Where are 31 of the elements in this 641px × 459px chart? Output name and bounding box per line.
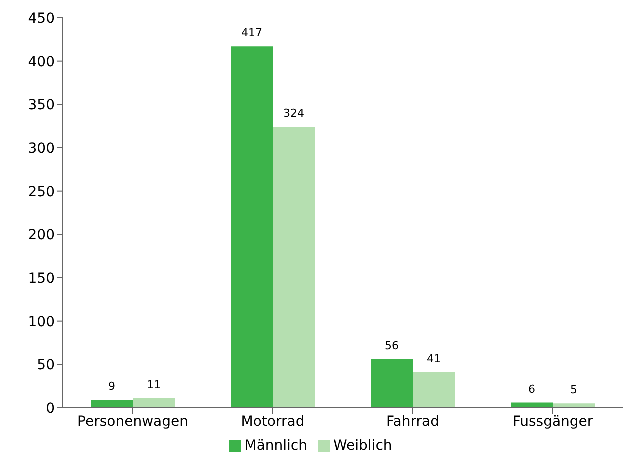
bar (553, 404, 595, 408)
y-tick-label: 0 (46, 400, 55, 417)
y-tick-label: 200 (28, 228, 55, 244)
data-label: 324 (284, 107, 304, 120)
y-tick-label: 450 (28, 10, 55, 27)
data-label: 11 (147, 378, 161, 392)
y-tick-label: 350 (28, 98, 55, 114)
data-label: 56 (385, 339, 399, 352)
legend-label: Männlich (244, 438, 308, 454)
data-label: 41 (427, 352, 441, 366)
x-tick-label: Motorrad (241, 414, 305, 430)
bar (413, 372, 455, 408)
y-tick-label: 100 (28, 314, 55, 330)
bar (273, 127, 315, 408)
y-tick-label: 150 (28, 270, 55, 287)
bar (231, 46, 273, 408)
bar (371, 359, 413, 408)
y-tick-label: 300 (28, 140, 55, 157)
bar (91, 400, 133, 408)
bar (133, 398, 175, 408)
y-tick-label: 50 (37, 358, 55, 374)
data-label: 9 (108, 380, 116, 394)
x-tick-label: Fahrrad (386, 414, 440, 430)
x-tick-label: Fussgänger (512, 414, 594, 430)
x-tick-label: Personenwagen (78, 414, 188, 430)
legend-label: Weiblich (334, 438, 392, 454)
data-label: 417 (242, 26, 262, 40)
y-tick-label: 250 (28, 184, 55, 200)
data-label: 5 (570, 384, 578, 397)
data-label: 6 (528, 382, 536, 396)
y-tick-label: 400 (28, 54, 55, 70)
